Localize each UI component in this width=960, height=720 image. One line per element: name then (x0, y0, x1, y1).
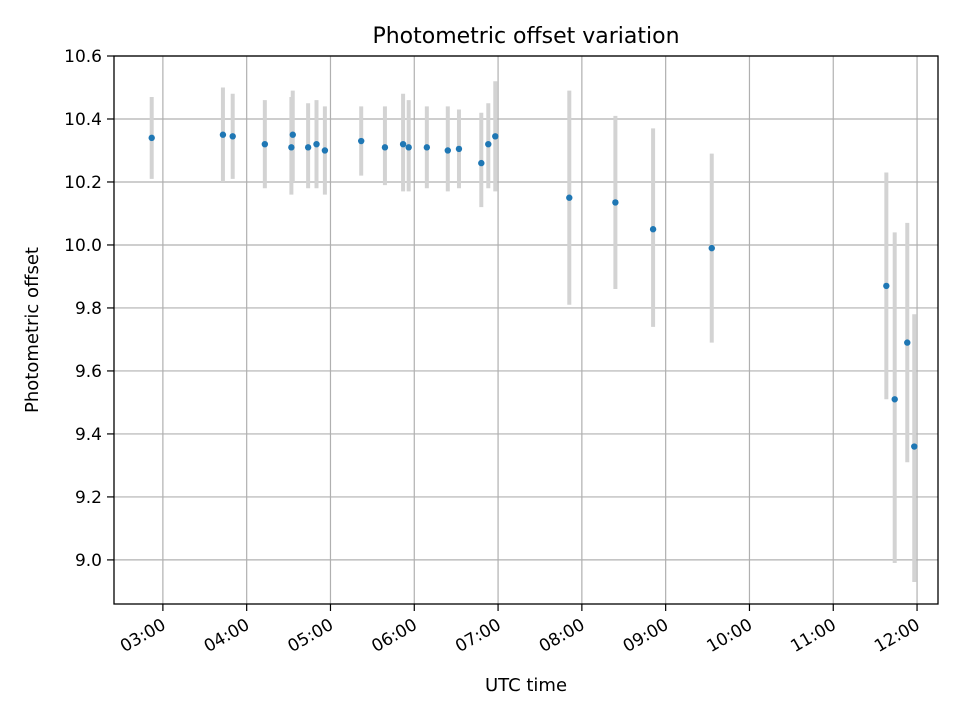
data-points (148, 131, 918, 450)
data-point (423, 144, 431, 151)
data-point (219, 131, 227, 138)
x-axis-label: UTC time (485, 675, 567, 696)
y-tick-label: 9.4 (75, 425, 102, 445)
plot-frame (113, 55, 939, 605)
data-point (358, 137, 365, 145)
grid-lines (114, 55, 938, 604)
data-point (708, 244, 715, 252)
chart-title: Photometric offset variation (372, 24, 679, 49)
data-point (904, 339, 911, 346)
y-tick-label: 10.6 (64, 47, 102, 67)
data-point (321, 147, 329, 154)
y-axis-label: Photometric offset (22, 247, 43, 413)
data-point (289, 131, 296, 138)
data-point (313, 140, 320, 148)
data-point (148, 134, 155, 142)
y-tick-label: 9.2 (75, 488, 102, 508)
data-point (405, 144, 412, 151)
y-tick-label: 9.8 (75, 299, 102, 319)
data-point (492, 133, 499, 140)
y-tick-label: 10.0 (64, 236, 102, 256)
data-point (883, 282, 890, 290)
data-point (478, 159, 485, 167)
data-point (381, 144, 389, 151)
data-point (229, 133, 236, 140)
data-point (304, 144, 312, 151)
y-tick-label: 9.6 (75, 362, 102, 382)
data-point (444, 147, 451, 154)
data-point (911, 443, 918, 450)
data-point (455, 145, 463, 153)
data-point (612, 199, 619, 206)
data-point (288, 144, 295, 151)
y-tick-label: 10.2 (64, 173, 102, 193)
data-point (261, 140, 269, 148)
data-point (399, 140, 407, 148)
data-point (649, 226, 657, 233)
data-point (891, 396, 898, 403)
data-point (566, 194, 573, 201)
data-point (485, 140, 492, 148)
y-tick-label: 9.0 (75, 551, 102, 571)
y-tick-label: 10.4 (64, 110, 102, 130)
